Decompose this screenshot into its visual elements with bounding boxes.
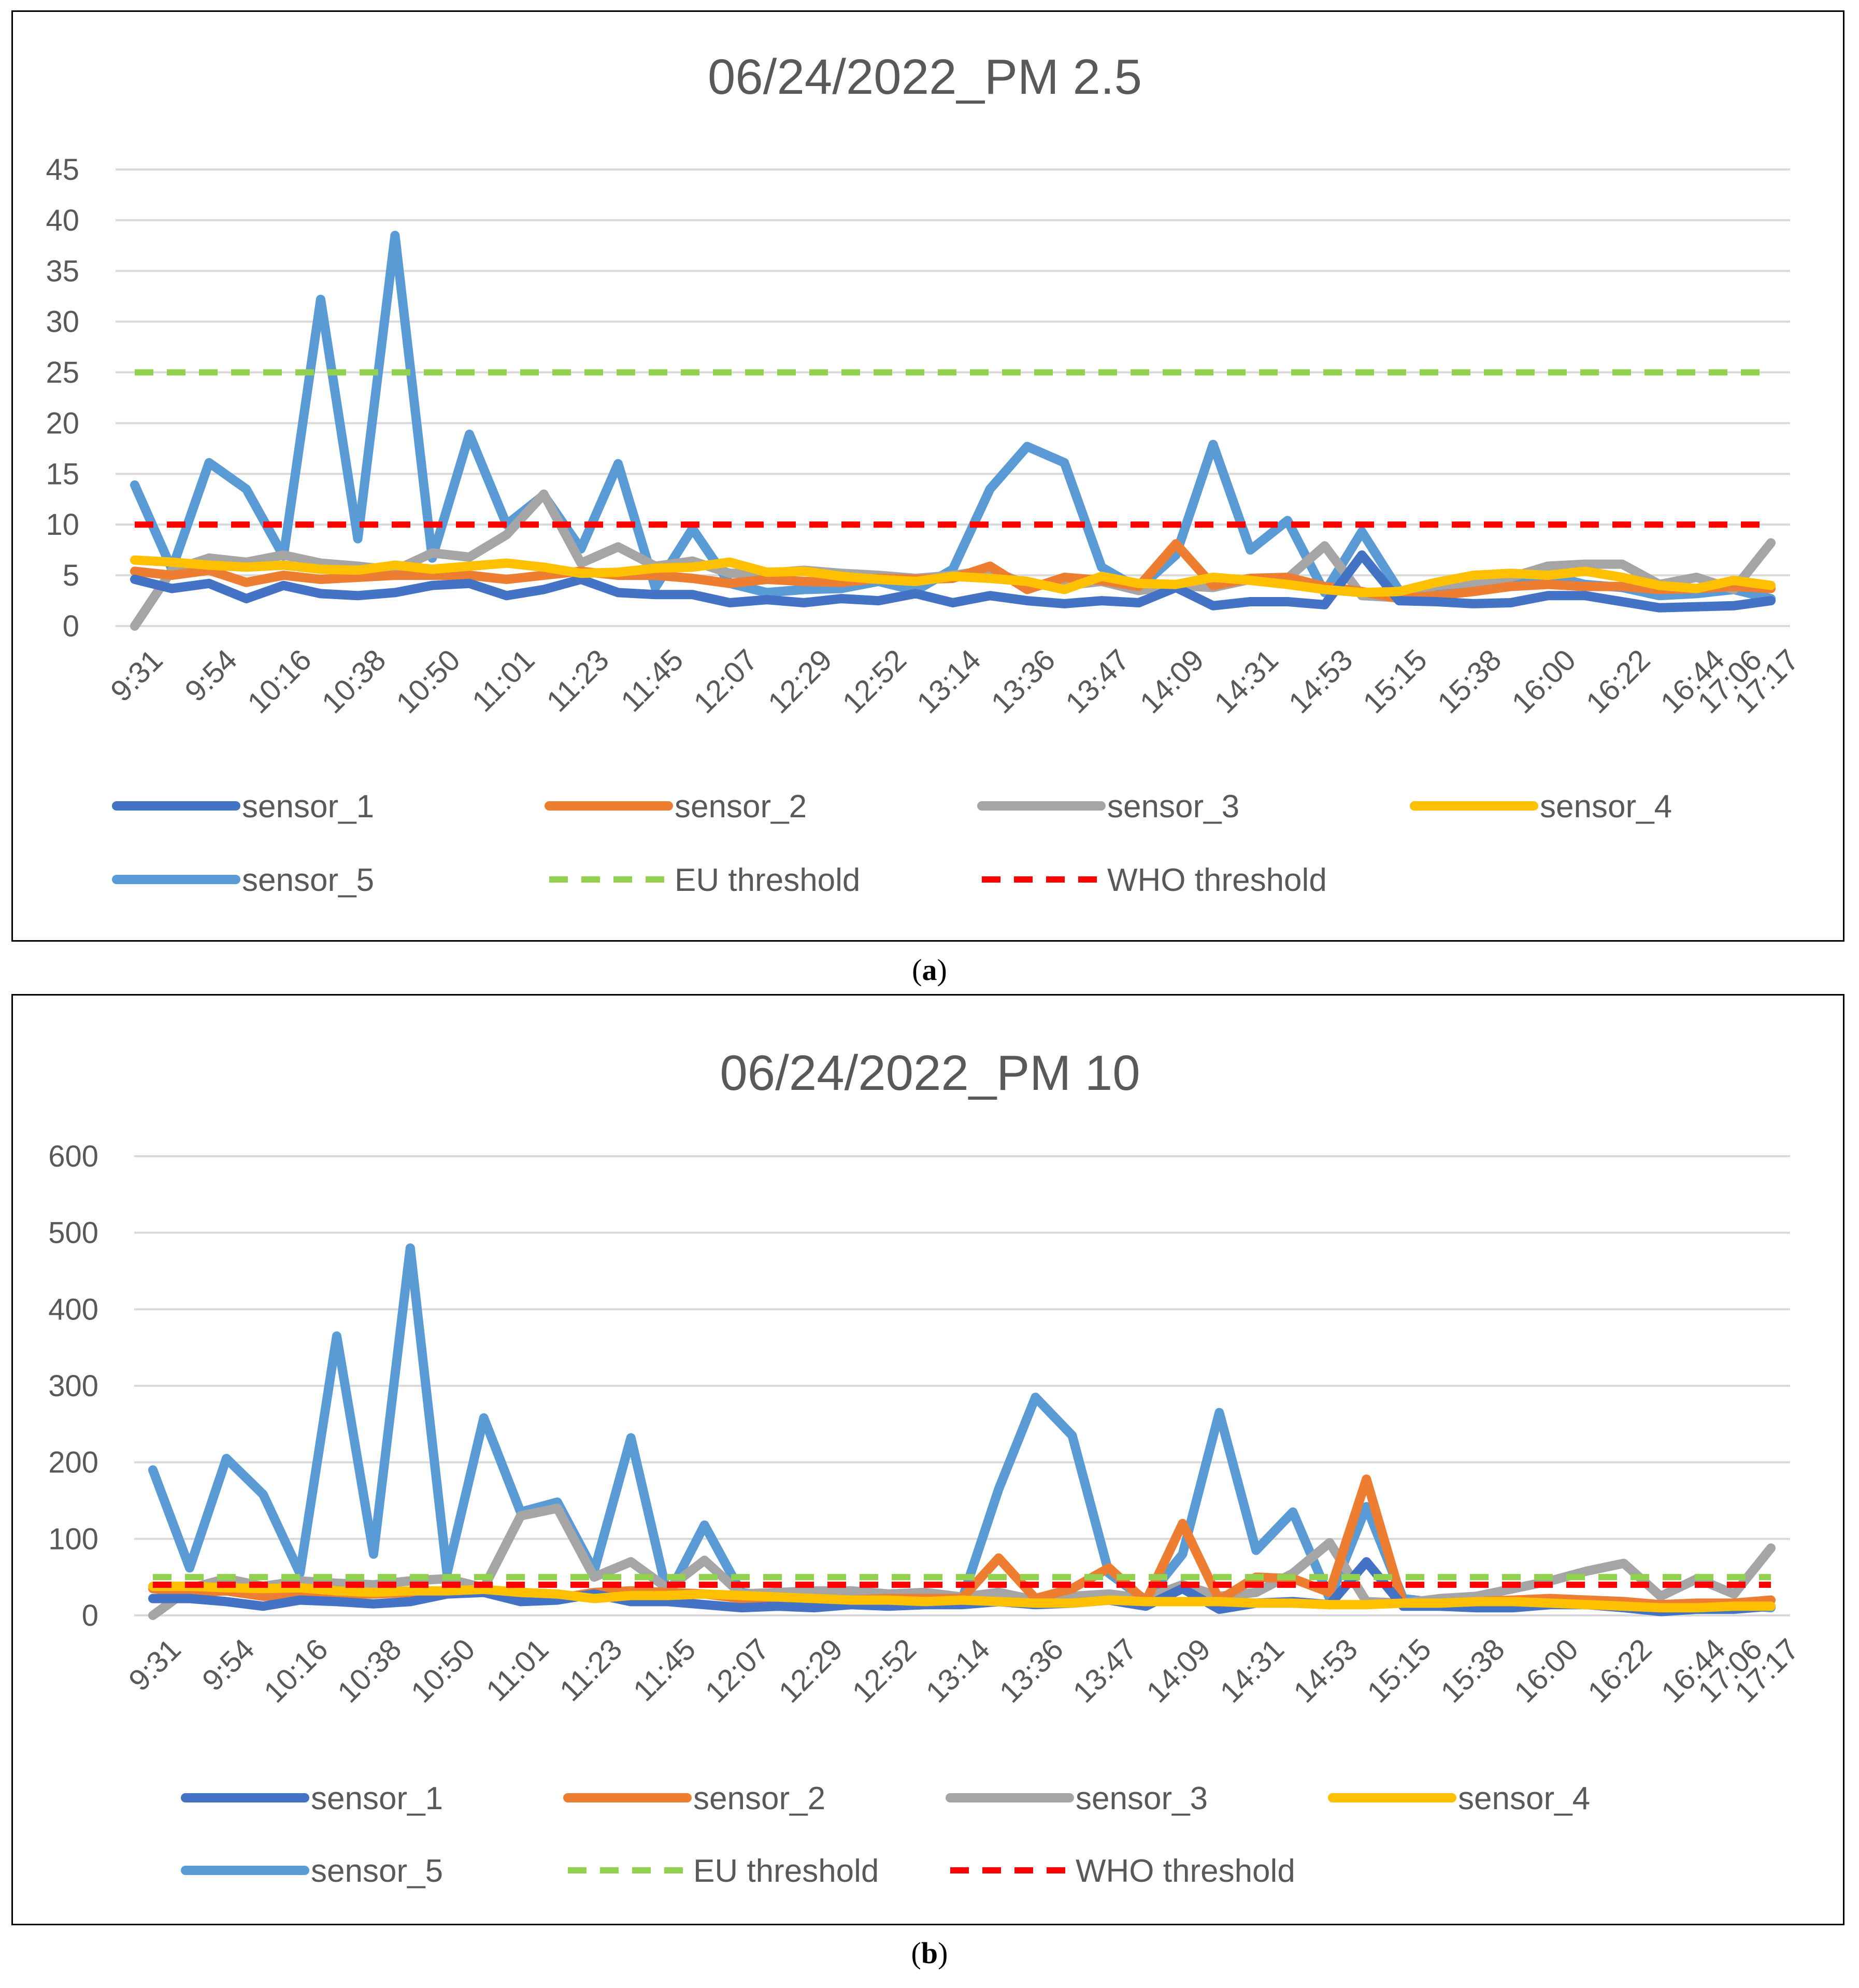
chart-a-title: 06/24/2022_PM 2.5	[708, 49, 1142, 105]
chart-b-y-tick-label: 500	[48, 1216, 98, 1250]
chart-a-y-tick-label: 30	[46, 305, 79, 339]
chart-a-y-tick-label: 5	[63, 559, 79, 592]
chart-b-x-tick-label: 11:23	[553, 1632, 629, 1708]
chart-a-y-tick-label: 0	[63, 609, 79, 643]
chart-a-x-tick-label: 11:45	[614, 643, 690, 719]
chart-b-x-tick-label: 15:38	[1434, 1632, 1511, 1710]
chart-b-x-tick-label: 10:50	[405, 1632, 482, 1710]
chart-b-legend-label-sensor-2: sensor_2	[693, 1781, 825, 1816]
chart-b-y-tick-label: 300	[48, 1369, 98, 1403]
chart-a-x-tick-label: 16:00	[1505, 643, 1582, 720]
chart-a-legend-label-sensor-2: sensor_2	[675, 789, 807, 825]
caption-b: (b)	[911, 1936, 948, 1970]
chart-b-y-tick-label: 0	[82, 1599, 98, 1632]
chart-a-x-tick-label: 11:23	[540, 643, 616, 719]
chart-a-x-tick-label: 13:36	[985, 643, 1062, 720]
chart-b-x-tick-label: 14:31	[1213, 1632, 1291, 1710]
chart-b-x-tick-label: 11:01	[480, 1632, 555, 1708]
chart-a-x-tick-label: 10:38	[316, 643, 393, 720]
chart-a-svg: 06/24/2022_PM 2.5 0 5 10 15 20 25 30 35 40 45 9:31 9…	[46, 49, 1805, 898]
chart-b-y-tick-label: 100	[48, 1522, 98, 1556]
chart-a-series-sensor-4	[130, 555, 1776, 598]
chart-b-x-tick-label: 14:09	[1140, 1632, 1217, 1710]
chart-a-y-tick-label: 45	[46, 153, 79, 187]
chart-b-series-sensor-5	[148, 1243, 1776, 1613]
chart-b-x-tick-label: 9:31	[122, 1632, 188, 1698]
chart-b-y-tick-label: 200	[48, 1446, 98, 1480]
chart-a-x-tick-label: 15:15	[1356, 643, 1434, 720]
chart-b-x-tick-label: 13:36	[993, 1632, 1070, 1710]
chart-b-x-tick-label: 12:07	[699, 1632, 776, 1710]
chart-a-series-sensor-5	[130, 231, 1776, 604]
chart-b-x-tick-label: 13:14	[920, 1632, 997, 1710]
chart-b-x-tick-label: 16:00	[1508, 1632, 1585, 1710]
chart-b-x-tick-label: 14:53	[1287, 1632, 1364, 1710]
chart-b-x-tick-label: 11:45	[627, 1632, 703, 1708]
chart-a-y-tick-label: 10	[46, 508, 79, 542]
chart-a-x-tick-label: 9:54	[178, 643, 244, 708]
chart-a-legend-label-sensor-3: sensor_3	[1107, 789, 1239, 825]
chart-b-y-tick-label: 600	[48, 1140, 98, 1173]
chart-a-y-tick-label: 25	[46, 356, 79, 390]
chart-b-x-tick-label: 10:38	[331, 1632, 408, 1710]
chart-a-y-tick-label: 40	[46, 204, 79, 237]
chart-a-x-tick-label: 10:16	[241, 643, 318, 720]
chart-a-x-tick-label: 12:29	[762, 643, 839, 720]
chart-a-x-tick-label: 9:31	[104, 643, 169, 708]
chart-a-legend-label-sensor-1: sensor_1	[242, 789, 374, 825]
chart-a-x-tick-label: 14:31	[1208, 643, 1285, 720]
caption-a: (a)	[912, 953, 947, 987]
chart-b-legend-label-sensor-4: sensor_4	[1458, 1781, 1590, 1816]
chart-b-x-tick-label: 12:29	[773, 1632, 850, 1710]
chart-a-x-tick-label: 14:09	[1134, 643, 1211, 720]
chart-a-x-tick-label: 12:52	[836, 643, 913, 720]
chart-b-x-tick-label: 9:54	[196, 1632, 261, 1698]
chart-a-legend-label-eu-threshold: EU threshold	[675, 862, 860, 898]
chart-a-x-tick-label: 15:38	[1431, 643, 1508, 720]
chart-panel-b: 06/24/2022_PM 10 0 100 200 300 400 500 600 9:31 9…	[11, 994, 1844, 1925]
chart-b-legend-label-sensor-5: sensor_5	[311, 1853, 443, 1889]
chart-a-y-tick-label: 20	[46, 406, 79, 440]
chart-b-y-tick-label: 400	[48, 1293, 98, 1326]
chart-a-x-tick-label: 12:07	[687, 643, 764, 720]
chart-a-x-tick-label: 14:53	[1282, 643, 1360, 720]
chart-a-x-tick-label: 13:14	[910, 643, 988, 720]
chart-a-y-tick-label: 15	[46, 457, 79, 491]
chart-a-legend-label-sensor-4: sensor_4	[1540, 789, 1672, 825]
chart-b-x-tick-label: 12:52	[846, 1632, 923, 1710]
chart-panel-a: 06/24/2022_PM 2.5 0 5 10 15 20 25 30 35 40 45 9:31 9…	[11, 10, 1844, 942]
chart-b-legend-label-eu-threshold: EU threshold	[693, 1853, 879, 1889]
chart-a-y-tick-label: 35	[46, 254, 79, 288]
chart-b-svg: 06/24/2022_PM 10 0 100 200 300 400 500 600 9:31 9…	[48, 1045, 1805, 1889]
chart-a-legend-label-who-threshold: WHO threshold	[1107, 862, 1327, 898]
chart-a-series-sensor-1	[130, 550, 1776, 613]
chart-b-legend-label-sensor-1: sensor_1	[311, 1781, 443, 1816]
chart-b-x-tick-label: 10:16	[258, 1632, 335, 1710]
chart-a-legend-label-sensor-5: sensor_5	[242, 862, 374, 898]
chart-b-legend-label-sensor-3: sensor_3	[1076, 1781, 1208, 1816]
chart-a-x-tick-label: 11:01	[466, 643, 541, 719]
chart-b-x-tick-label: 15:15	[1361, 1632, 1438, 1710]
chart-b-title: 06/24/2022_PM 10	[720, 1045, 1140, 1101]
chart-a-x-tick-label: 10:50	[390, 643, 467, 720]
chart-b-legend-label-who-threshold: WHO threshold	[1076, 1853, 1295, 1889]
chart-a-x-tick-label: 16:22	[1580, 643, 1657, 720]
chart-a-x-tick-label: 13:47	[1059, 643, 1136, 720]
chart-b-x-tick-label: 16:22	[1581, 1632, 1658, 1710]
chart-b-series-sensor-4	[148, 1581, 1776, 1613]
chart-b-x-tick-label: 13:47	[1066, 1632, 1143, 1710]
